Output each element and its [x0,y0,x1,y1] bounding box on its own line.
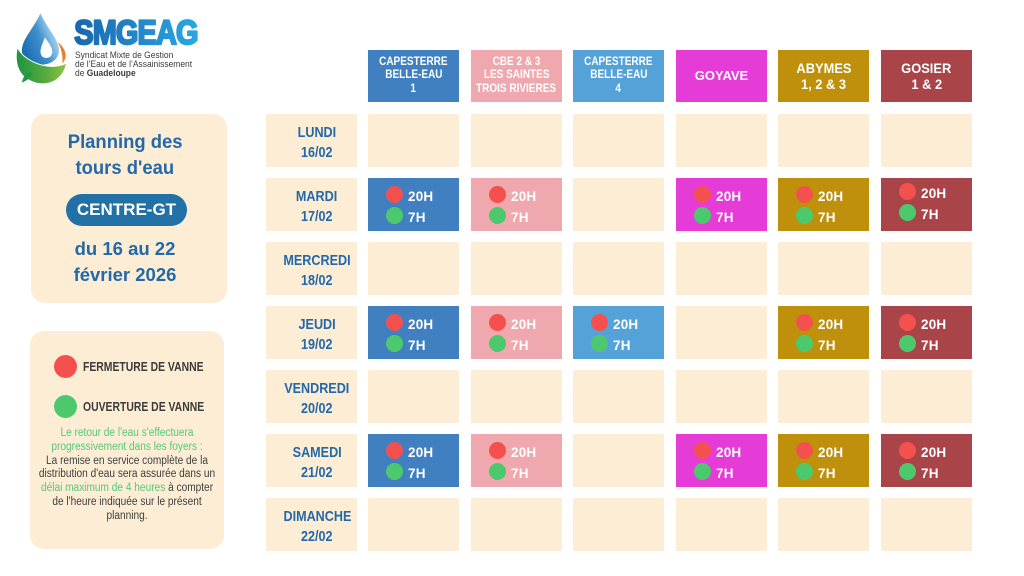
svg-text:SMGEAG: SMGEAG [74,13,197,50]
